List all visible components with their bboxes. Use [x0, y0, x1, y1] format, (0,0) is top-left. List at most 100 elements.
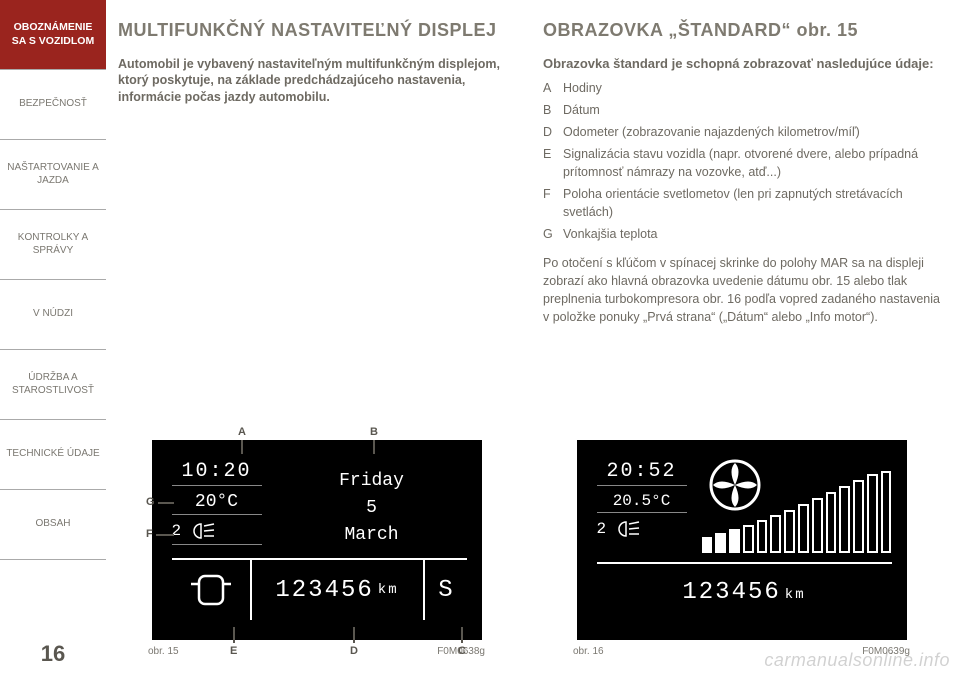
page-content: MULTIFUNKČNÝ NASTAVITEĽNÝ DISPLEJ Automo… — [118, 20, 940, 336]
callout-c: C — [458, 645, 466, 657]
turbo-bar — [881, 471, 892, 553]
turbo-bar — [715, 533, 726, 553]
figures-row: 10:20 20°C 2 Friday 5 March — [118, 440, 940, 657]
bottom-row: 123456 km — [597, 562, 892, 620]
legend-key: F — [543, 185, 563, 221]
legend-list: AHodiny BDátum DOdometer (zobrazovanie n… — [543, 79, 940, 244]
turbo-bar — [798, 504, 809, 553]
turbo-gauge — [702, 458, 892, 553]
bottom-row: 123456 km S — [172, 558, 467, 620]
daynum: 5 — [282, 495, 462, 522]
callout-f: F — [146, 528, 153, 540]
odometer: 123456 km — [682, 579, 805, 606]
legend-item: DOdometer (zobrazovanie najazdených kilo… — [543, 123, 940, 141]
turbo-bar — [826, 492, 837, 553]
sidebar-item-bezpecnost[interactable]: BEZPEČNOSŤ — [0, 70, 106, 140]
turbo-bar — [743, 525, 754, 553]
odometer-unit: km — [378, 582, 399, 598]
subtitle-right: Obrazovka štandard je schopná zobrazovať… — [543, 56, 940, 71]
legend-item: GVonkajšia teplota — [543, 225, 940, 243]
odometer-unit: km — [785, 587, 806, 603]
headlight-level: 2 — [597, 520, 607, 538]
sidebar-item-kontrolky[interactable]: KONTROLKY A SPRÁVY — [0, 210, 106, 280]
headlight-icon — [612, 520, 642, 538]
door-icon — [189, 570, 233, 610]
sidebar-item-label: V NÚDZI — [33, 308, 73, 321]
para-left: Automobil je vybavený nastaviteľným mult… — [118, 56, 515, 107]
date-block: Friday 5 March — [282, 468, 462, 549]
display-screen-15: 10:20 20°C 2 Friday 5 March — [152, 440, 482, 640]
legend-val: Poloha orientácie svetlometov (len pri z… — [563, 185, 940, 221]
odometer-value: 123456 — [682, 579, 780, 606]
column-right: OBRAZOVKA „ŠTANDARD“ obr. 15 Obrazovka š… — [543, 20, 940, 336]
para-right: Po otočení s kľúčom v spínacej skrinke d… — [543, 254, 940, 327]
callout-b: B — [370, 426, 378, 438]
title-left: MULTIFUNKČNÝ NASTAVITEĽNÝ DISPLEJ — [118, 20, 515, 42]
turbo-bars — [702, 471, 892, 553]
legend-item: BDátum — [543, 101, 940, 119]
door-status — [172, 560, 252, 620]
month: March — [282, 522, 462, 549]
odometer: 123456 km — [252, 560, 425, 620]
legend-key: A — [543, 79, 563, 97]
sidebar-item-vnudzi[interactable]: V NÚDZI — [0, 280, 106, 350]
legend-key: B — [543, 101, 563, 119]
sidebar-item-label: KONTROLKY A SPRÁVY — [6, 232, 100, 257]
figure-15: 10:20 20°C 2 Friday 5 March — [118, 440, 515, 657]
legend-val: Vonkajšia teplota — [563, 225, 940, 243]
legend-item: AHodiny — [543, 79, 940, 97]
headlight-level: 2 — [172, 522, 182, 540]
sidebar-item-label: NAŠTARTOVANIE A JAZDA — [6, 162, 100, 187]
turbo-bar — [757, 520, 768, 553]
sidebar-item-label: BEZPEČNOSŤ — [19, 98, 87, 111]
page-number: 16 — [0, 641, 106, 667]
turbo-bar — [729, 529, 740, 553]
column-left: MULTIFUNKČNÝ NASTAVITEĽNÝ DISPLEJ Automo… — [118, 20, 515, 336]
headlight-icon — [187, 522, 217, 540]
legend-val: Signalizácia stavu vozidla (napr. otvore… — [563, 145, 940, 181]
headlight-row: 2 — [597, 520, 687, 538]
figure-caption-15: obr. 15 F0M0638g — [118, 646, 515, 657]
drive-mode: S — [425, 560, 467, 620]
sidebar-item-label: OBSAH — [35, 518, 70, 531]
turbo-bar — [853, 480, 864, 553]
sidebar-item-nastartovanie[interactable]: NAŠTARTOVANIE A JAZDA — [0, 140, 106, 210]
turbo-bar — [867, 474, 878, 553]
legend-val: Dátum — [563, 101, 940, 119]
sidebar-item-label: TECHNICKÉ ÚDAJE — [6, 448, 99, 461]
legend-key: D — [543, 123, 563, 141]
watermark: carmanualsonline.info — [764, 650, 950, 671]
display-screen-16: 20:52 20.5°C 2 123456 — [577, 440, 907, 640]
sidebar-item-technicke[interactable]: TECHNICKÉ ÚDAJE — [0, 420, 106, 490]
sidebar-item-udrzba[interactable]: ÚDRŽBA A STAROSTLIVOSŤ — [0, 350, 106, 420]
callout-d: D — [350, 645, 358, 657]
legend-val: Hodiny — [563, 79, 940, 97]
weekday: Friday — [282, 468, 462, 495]
clock-value: 10:20 — [172, 460, 262, 486]
legend-item: FPoloha orientácie svetlometov (len pri … — [543, 185, 940, 221]
turbo-bar — [784, 510, 795, 553]
headlight-row: 2 — [172, 522, 262, 545]
legend-key: G — [543, 225, 563, 243]
callout-g: G — [146, 496, 155, 508]
sidebar-item-label: OBOZNÁMENIE SA S VOZIDLOM — [6, 21, 100, 47]
caption-left: obr. 15 — [148, 646, 179, 657]
odometer-value: 123456 — [275, 577, 373, 604]
legend-val: Odometer (zobrazovanie najazdených kilom… — [563, 123, 940, 141]
figure-16: 20:52 20.5°C 2 123456 — [543, 440, 940, 657]
legend-key: E — [543, 145, 563, 181]
temperature-value: 20°C — [172, 492, 262, 515]
turbo-bar — [770, 515, 781, 553]
sidebar-item-obsah[interactable]: OBSAH — [0, 490, 106, 560]
legend-item: ESignalizácia stavu vozidla (napr. otvor… — [543, 145, 940, 181]
title-right: OBRAZOVKA „ŠTANDARD“ obr. 15 — [543, 20, 940, 42]
caption-left: obr. 16 — [573, 646, 604, 657]
callout-e: E — [230, 645, 237, 657]
callout-a: A — [238, 426, 246, 438]
turbo-bar — [839, 486, 850, 553]
turbo-bar — [702, 537, 713, 553]
sidebar-item-oboznamenie[interactable]: OBOZNÁMENIE SA S VOZIDLOM — [0, 0, 106, 70]
turbo-bar — [812, 498, 823, 553]
sidebar-item-label: ÚDRŽBA A STAROSTLIVOSŤ — [6, 372, 100, 397]
sidebar: OBOZNÁMENIE SA S VOZIDLOM BEZPEČNOSŤ NAŠ… — [0, 0, 106, 677]
